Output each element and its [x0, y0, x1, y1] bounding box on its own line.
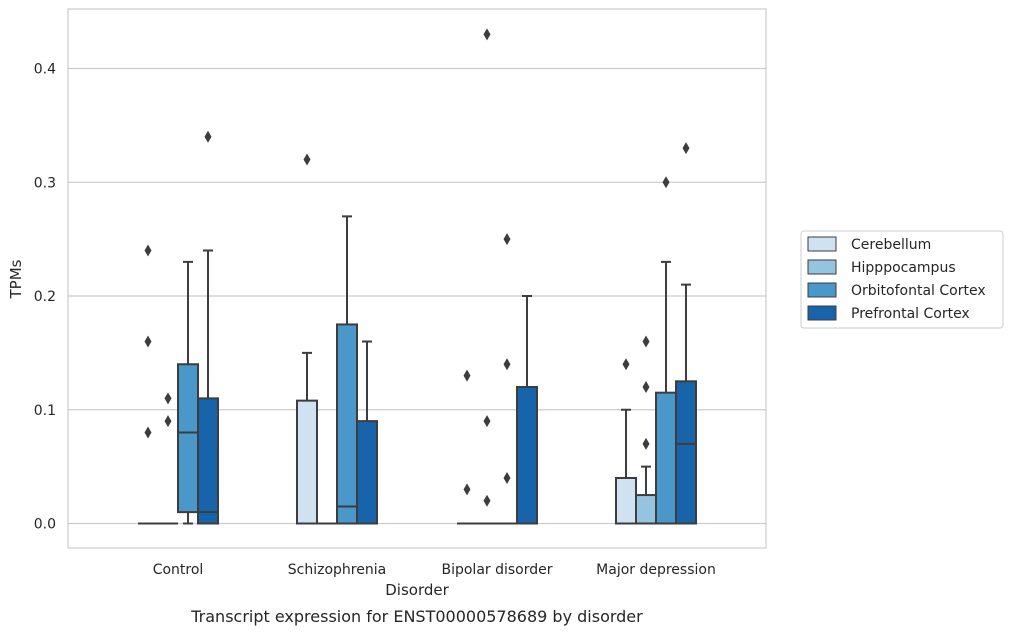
x-tick-label: Control [153, 562, 204, 578]
outlier-point [483, 415, 491, 428]
box-orbitofontal-cortex [655, 260, 677, 525]
legend-label: Hipppocampus [851, 260, 956, 276]
y-tick-label: 0.1 [34, 403, 56, 419]
x-tick-label: Bipolar disorder [441, 562, 552, 578]
box-prefrontal-cortex [197, 249, 219, 525]
legend-label: Orbitofontal Cortex [851, 283, 986, 299]
outlier-point [642, 381, 650, 393]
box-orbitofontal-cortex [336, 215, 358, 525]
outlier-point [483, 494, 491, 507]
box-body [516, 386, 538, 525]
outlier-point [622, 358, 630, 371]
boxes [138, 215, 697, 525]
y-tick-label: 0.4 [34, 62, 56, 78]
legend-swatch [807, 259, 837, 275]
outlier-point [463, 483, 471, 496]
chart-caption: Transcript expression for ENST0000057868… [190, 607, 643, 626]
x-tick-label: Major depression [596, 562, 716, 578]
x-axis-title: Disorder [385, 581, 449, 599]
box-orbitofontal-cortex [177, 260, 199, 525]
outlier-point [503, 233, 511, 246]
legend-label: Prefrontal Cortex [851, 306, 970, 322]
x-tick-label: Schizophrenia [288, 562, 386, 578]
box-body [615, 477, 637, 525]
outlier-point [662, 176, 670, 189]
legend-label: Cerebellum [851, 237, 931, 253]
box-body [197, 397, 219, 525]
box-body [675, 380, 697, 525]
outlier-point [303, 153, 311, 166]
outlier-point [463, 369, 471, 382]
y-axis-title: TPMs [7, 259, 25, 299]
outliers [144, 28, 690, 507]
box-body [336, 323, 358, 525]
x-axis-ticks: Control Schizophrenia Bipolar disorder Majo… [153, 562, 716, 578]
box-prefrontal-cortex [675, 283, 697, 525]
y-tick-label: 0.0 [34, 517, 56, 533]
box-body [655, 391, 677, 525]
outlier-point [483, 28, 491, 41]
box-body [356, 420, 378, 525]
y-axis-ticks: 0.0 0.1 0.2 0.3 0.4 [34, 62, 56, 533]
plot-area-frame [67, 8, 767, 549]
legend: Cerebellum Hipppocampus Orbitofontal Corte… [800, 230, 1004, 329]
outlier-point [164, 415, 172, 428]
y-tick-label: 0.3 [34, 175, 56, 191]
box-prefrontal-cortex [356, 340, 378, 525]
outlier-point [642, 335, 650, 348]
outlier-point [503, 358, 511, 371]
legend-swatch [807, 305, 837, 321]
box-cerebellum [296, 351, 318, 525]
box-cerebellum [615, 408, 637, 525]
box-body [296, 399, 318, 525]
outlier-point [204, 130, 212, 143]
box-body [177, 363, 199, 514]
outlier-point [144, 426, 152, 439]
outlier-point [642, 437, 650, 450]
legend-swatch [807, 282, 837, 298]
outlier-point [682, 142, 690, 155]
legend-frame [800, 230, 1004, 329]
outlier-point [144, 244, 152, 257]
outlier-point [164, 392, 172, 405]
box-hipppocampus [635, 465, 657, 525]
legend-swatch [807, 236, 837, 252]
outlier-point [503, 472, 511, 484]
box-body [635, 494, 657, 525]
box-prefrontal-cortex [516, 295, 538, 525]
outlier-point [144, 335, 152, 348]
y-tick-label: 0.2 [34, 289, 56, 305]
